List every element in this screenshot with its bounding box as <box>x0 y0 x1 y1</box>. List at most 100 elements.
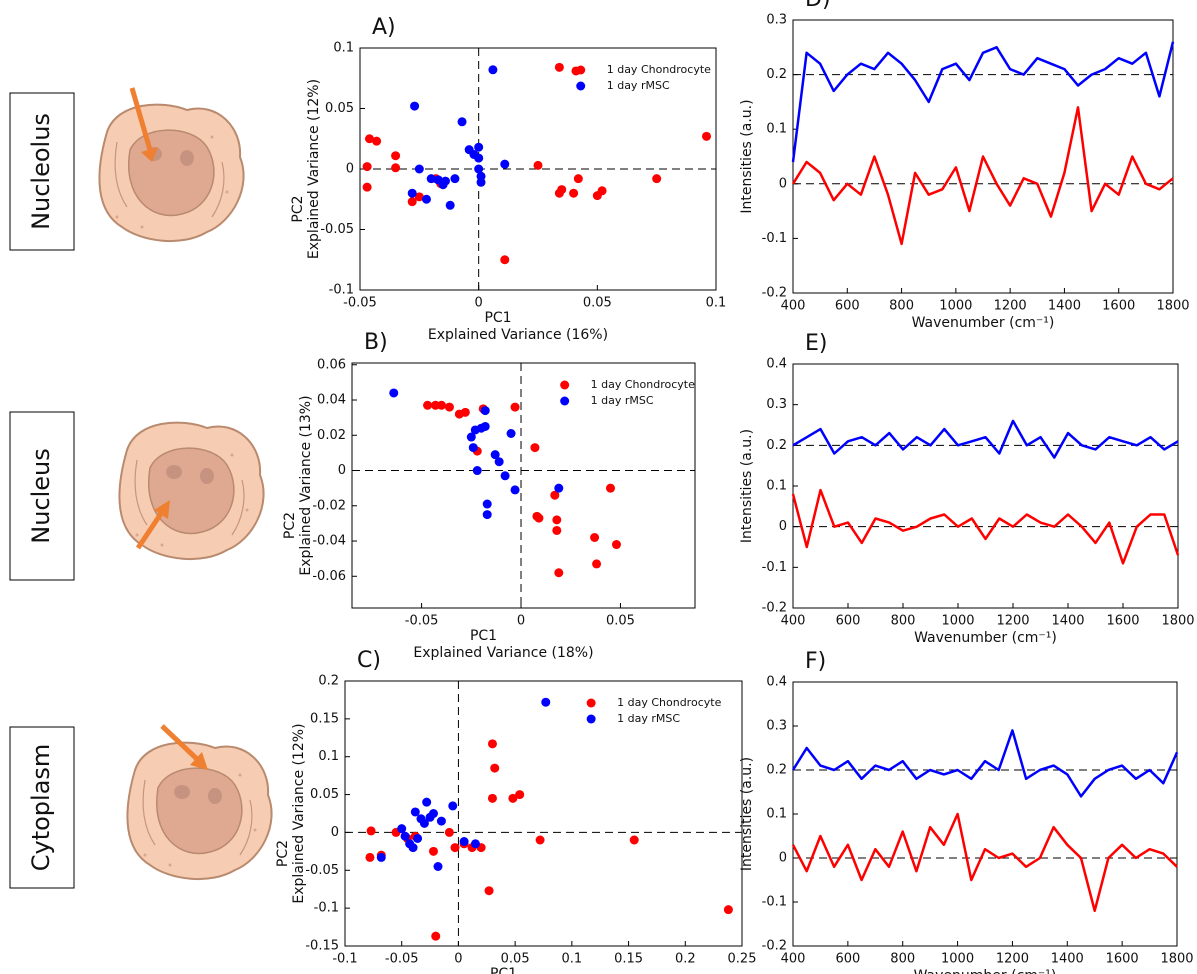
x-tick-label: 1400 <box>1051 952 1084 967</box>
y-tick-label: -0.2 <box>762 939 787 954</box>
spectrum-line <box>791 488 1180 565</box>
point <box>419 818 429 828</box>
y-axis-label: PC2 <box>275 840 291 867</box>
point <box>597 186 607 196</box>
point <box>457 117 467 127</box>
point <box>474 153 484 163</box>
y-tick-label: 0 <box>779 519 787 534</box>
point <box>362 162 372 172</box>
x-tick-label: 0 <box>454 952 462 967</box>
point <box>488 65 498 75</box>
point <box>431 931 441 941</box>
point <box>472 466 482 476</box>
point <box>372 136 382 146</box>
x-axis-label: Explained Variance (18%) <box>413 645 593 661</box>
legend-label: 1 day Chondrocyte <box>617 696 721 709</box>
x-tick-label: 1200 <box>996 952 1029 967</box>
x-tick-label: 0 <box>517 614 525 629</box>
point <box>466 432 476 442</box>
x-tick-label: 0.1 <box>706 296 727 311</box>
point <box>400 831 410 841</box>
y-tick-label: 0 <box>338 463 346 478</box>
point <box>490 763 500 773</box>
y-tick-label: 0.06 <box>317 357 346 372</box>
point <box>500 255 510 265</box>
point <box>391 163 401 173</box>
point <box>629 835 639 845</box>
x-tick-label: 1400 <box>1051 614 1084 629</box>
point <box>480 406 490 416</box>
point <box>436 816 446 826</box>
panel-title: D) <box>805 0 831 12</box>
point <box>440 176 450 186</box>
x-tick-label: 600 <box>835 952 860 967</box>
point <box>450 174 460 184</box>
point <box>407 188 417 198</box>
point <box>445 200 455 210</box>
x-tick-label: 1600 <box>1106 952 1139 967</box>
y-tick-label: 0.1 <box>333 41 354 56</box>
point <box>487 793 497 803</box>
point <box>444 402 454 412</box>
x-tick-label: 0.2 <box>675 952 696 967</box>
point <box>376 852 386 862</box>
row-label: Nucleus <box>27 448 55 544</box>
plot-frame <box>792 363 1179 609</box>
x-tick-label: 800 <box>890 952 915 967</box>
legend-marker <box>560 396 570 406</box>
x-axis-label: Explained Variance (16%) <box>428 327 608 343</box>
point <box>652 174 662 184</box>
point <box>407 197 417 207</box>
panel: F) 400 600 800 1000 1200 1400 1600 1800 -0.2 -0.1 0… <box>739 649 1194 974</box>
y-tick-label: -0.1 <box>314 901 339 916</box>
y-tick-label: 0.05 <box>310 787 339 802</box>
x-tick-label: 0.1 <box>562 952 583 967</box>
panel: E) 400 600 800 1000 1200 1400 1600 1800 -0.2 -0.1 0… <box>739 331 1195 646</box>
point <box>611 540 621 550</box>
x-axis-label: Wavenumber (cm⁻¹) <box>914 630 1057 646</box>
y-tick-label: -0.02 <box>312 498 346 513</box>
point <box>723 905 733 915</box>
y-tick-label: -0.05 <box>320 222 354 237</box>
point <box>433 862 443 871</box>
x-tick-label: 0.05 <box>606 614 635 629</box>
point <box>487 739 497 749</box>
point <box>414 192 424 202</box>
point <box>413 833 423 843</box>
point <box>468 443 478 453</box>
point <box>436 400 446 410</box>
point <box>474 142 484 152</box>
point <box>444 827 454 837</box>
point <box>476 177 486 187</box>
point <box>362 182 372 192</box>
x-tick-label: 1600 <box>1102 299 1135 314</box>
point <box>484 886 494 896</box>
point <box>423 400 433 410</box>
x-axis-label: PC1 <box>470 628 497 644</box>
x-tick-label: 600 <box>836 614 861 629</box>
point <box>515 790 525 800</box>
y-tick-label: -0.2 <box>762 286 787 301</box>
legend-label: 1 day rMSC <box>607 79 670 92</box>
y-tick-label: 0.2 <box>318 674 339 689</box>
point <box>500 471 510 481</box>
point <box>410 807 420 817</box>
point <box>569 188 579 198</box>
y-tick-label: 0.2 <box>766 67 787 82</box>
x-tick-label: 0.05 <box>501 952 530 967</box>
x-tick-label: 0 <box>475 296 483 311</box>
y-tick-label: 0.1 <box>766 807 787 822</box>
y-axis-label: Explained Variance (13%) <box>298 395 314 575</box>
y-tick-label: 0 <box>779 176 787 191</box>
y-tick-label: 0 <box>779 851 787 866</box>
cell-illustration <box>126 724 273 881</box>
point <box>550 490 560 500</box>
y-tick-label: 0.2 <box>766 763 787 778</box>
x-tick-label: -0.05 <box>405 614 439 629</box>
legend-marker <box>560 380 570 390</box>
point <box>552 525 562 535</box>
panel-title: B) <box>364 330 388 355</box>
x-tick-label: 1400 <box>1048 299 1081 314</box>
